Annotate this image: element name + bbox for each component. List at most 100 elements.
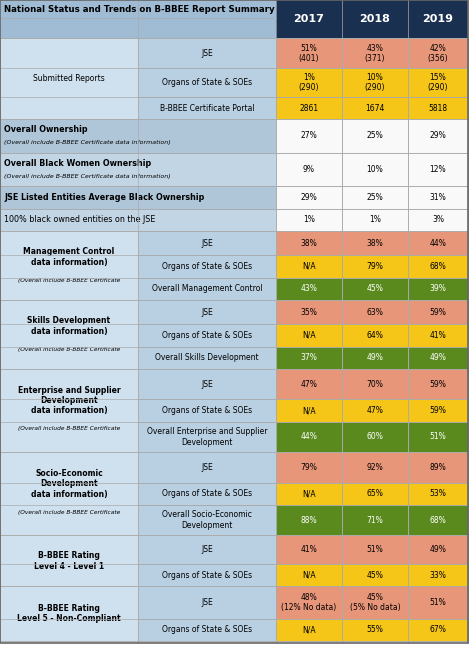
Text: 51%: 51% (429, 598, 447, 607)
Bar (342, 482, 408, 505)
Text: 29%: 29% (301, 193, 318, 202)
Bar (138, 300, 276, 324)
Text: 33%: 33% (429, 571, 447, 579)
Text: Skills Development
data information): Skills Development data information) (27, 317, 110, 336)
Text: 49%: 49% (366, 353, 383, 362)
Text: Overall Ownership: Overall Ownership (4, 125, 88, 134)
Bar (408, 399, 468, 422)
Text: 51%: 51% (429, 432, 447, 441)
Text: JSE: JSE (201, 598, 213, 607)
Bar (342, 38, 408, 68)
Text: 15%
(290): 15% (290) (428, 73, 448, 92)
Text: 45%: 45% (366, 571, 383, 579)
Bar (0, 535, 138, 586)
Bar (138, 38, 276, 68)
Text: 79%: 79% (366, 262, 383, 271)
Bar (276, 619, 342, 641)
Bar (0, 18, 276, 38)
Text: 41%: 41% (429, 331, 447, 340)
Text: 71%: 71% (366, 516, 383, 524)
Text: 47%: 47% (366, 406, 383, 415)
Bar (0, 369, 138, 452)
Bar (342, 324, 408, 346)
Bar (342, 422, 408, 452)
Text: 45%
(5% No data): 45% (5% No data) (350, 593, 401, 612)
Bar (342, 535, 408, 564)
Text: 89%: 89% (429, 463, 447, 472)
Text: N/A: N/A (302, 406, 316, 415)
Bar (342, 97, 408, 119)
Text: 2018: 2018 (360, 14, 391, 24)
Bar (138, 619, 276, 641)
Bar (276, 68, 342, 97)
Text: 1%: 1% (303, 215, 315, 224)
Bar (342, 399, 408, 422)
Bar (0, 0, 276, 18)
Text: 5818: 5818 (428, 104, 447, 112)
Text: N/A: N/A (302, 331, 316, 340)
Bar (276, 422, 342, 452)
Bar (408, 619, 468, 641)
Text: 53%: 53% (429, 490, 447, 499)
Bar (138, 505, 276, 535)
Bar (408, 346, 468, 369)
Bar (342, 153, 408, 186)
Bar (138, 231, 276, 255)
Bar (342, 369, 408, 399)
Text: 88%: 88% (301, 516, 317, 524)
Text: 44%: 44% (429, 239, 447, 248)
Text: B-BBEE Rating
Level 4 - Level 1: B-BBEE Rating Level 4 - Level 1 (34, 551, 104, 571)
Bar (138, 535, 276, 564)
Text: B-BBEE Certificate Portal: B-BBEE Certificate Portal (160, 104, 255, 112)
Bar (342, 586, 408, 619)
Text: 49%: 49% (429, 545, 447, 554)
Bar (138, 68, 276, 97)
Bar (276, 399, 342, 422)
Bar (276, 346, 342, 369)
Text: 48%
(12% No data): 48% (12% No data) (282, 593, 337, 612)
Text: Overall Management Control: Overall Management Control (152, 284, 262, 293)
Bar (408, 535, 468, 564)
Text: (Overall include B-BBEE Certificate: (Overall include B-BBEE Certificate (18, 347, 120, 352)
Bar (0, 186, 276, 208)
Bar (138, 324, 276, 346)
Bar (342, 300, 408, 324)
Bar (0, 119, 276, 153)
Bar (276, 564, 342, 586)
Text: 9%: 9% (303, 165, 315, 174)
Text: 100% black owned entities on the JSE: 100% black owned entities on the JSE (4, 215, 155, 224)
Bar (276, 255, 342, 277)
Text: Submitted Reports: Submitted Reports (33, 74, 105, 83)
Text: 55%: 55% (366, 626, 383, 634)
Text: Organs of State & SOEs: Organs of State & SOEs (162, 571, 252, 579)
Bar (138, 255, 276, 277)
Bar (408, 231, 468, 255)
Text: 79%: 79% (301, 463, 318, 472)
Text: 12%: 12% (430, 165, 447, 174)
Text: JSE: JSE (201, 463, 213, 472)
Bar (0, 586, 138, 641)
Bar (342, 564, 408, 586)
Text: (Overall include B-BBEE Certificate: (Overall include B-BBEE Certificate (18, 278, 120, 283)
Text: 2019: 2019 (422, 14, 454, 24)
Text: 10%
(290): 10% (290) (365, 73, 385, 92)
Bar (276, 277, 342, 300)
Text: 49%: 49% (429, 353, 447, 362)
Bar (408, 186, 468, 208)
Text: 65%: 65% (366, 490, 383, 499)
Bar (408, 97, 468, 119)
Bar (408, 482, 468, 505)
Bar (0, 208, 276, 231)
Text: JSE Listed Entities Average Black Ownership: JSE Listed Entities Average Black Owners… (4, 193, 204, 202)
Text: N/A: N/A (302, 571, 316, 579)
Bar (276, 324, 342, 346)
Bar (276, 482, 342, 505)
Text: N/A: N/A (302, 626, 316, 634)
Text: 41%: 41% (301, 545, 318, 554)
Text: 25%: 25% (366, 193, 383, 202)
Text: Organs of State & SOEs: Organs of State & SOEs (162, 331, 252, 340)
Text: Overall Enterprise and Supplier
Development: Overall Enterprise and Supplier Developm… (147, 427, 267, 446)
Text: 38%: 38% (301, 239, 318, 248)
Text: 68%: 68% (429, 516, 447, 524)
Bar (408, 68, 468, 97)
